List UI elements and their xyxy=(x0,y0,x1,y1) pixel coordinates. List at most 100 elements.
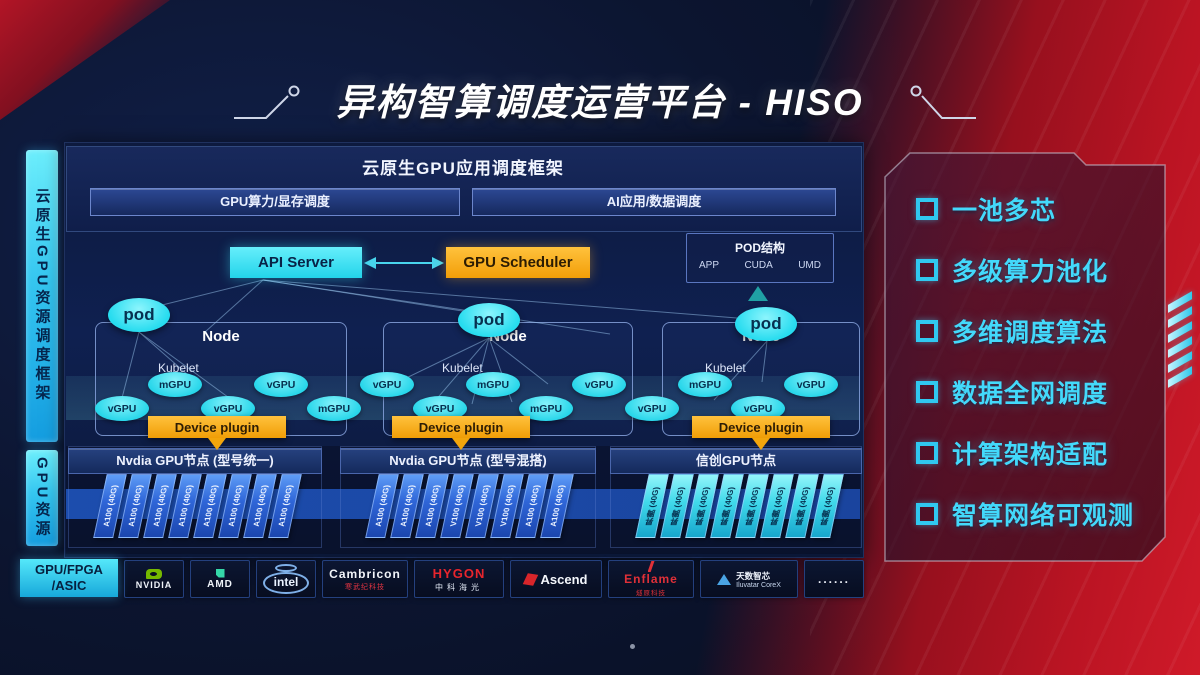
gpu-group-header-nvidia-uniform: Nvdia GPU节点 (型号统一) xyxy=(68,448,322,474)
gpu-card-label: 昇腾 (40G) xyxy=(743,486,761,526)
feature-label: 智算网络可观测 xyxy=(952,502,1135,530)
intel-oval xyxy=(275,564,297,572)
pod-item-umd: UMD xyxy=(798,260,821,271)
gpu-bubble: vGPU xyxy=(625,396,679,421)
gpu-group-outline xyxy=(610,446,862,548)
vendor-name: Ascend xyxy=(540,571,588,587)
feature-panel-frame xyxy=(884,152,1166,562)
gpu-compute-scheduling-box: GPU算力/显存调度 xyxy=(90,188,460,216)
gpu-bubble: mGPU xyxy=(307,396,361,421)
feature-item: 数据全网调度 xyxy=(916,377,1166,408)
gpu-card-label: V100 (40G) xyxy=(448,485,466,527)
vendor-nvidia: NVIDIA xyxy=(124,560,184,598)
gpu-bubble: mGPU xyxy=(148,372,202,397)
gpu-card-label: 昇腾 (40G) xyxy=(793,486,811,526)
feature-label: 计算架构适配 xyxy=(952,441,1109,469)
gpu-bubble: mGPU xyxy=(466,372,520,397)
gpu-card-label: 昇腾 (40G) xyxy=(643,486,661,526)
device-plugin-box: Device plugin xyxy=(148,416,286,438)
feature-bullet-icon xyxy=(916,259,938,281)
vendor-subtitle: 中科海光 xyxy=(435,582,483,592)
pod-bubble: pod xyxy=(735,307,797,341)
gpu-scheduler-box: GPU Scheduler xyxy=(446,247,590,278)
vendor-name: ...... xyxy=(817,572,850,586)
gpu-card-label: A100 (40G) xyxy=(373,485,391,527)
vendor-hygon: HYGON 中科海光 xyxy=(414,560,504,598)
sidebar-gpu-resource-label: GPU资源 xyxy=(26,450,58,546)
gpu-bubble: vGPU xyxy=(360,372,414,397)
gpu-card-label: A100 (40G) xyxy=(276,485,294,527)
amd-icon xyxy=(215,568,225,578)
gpu-card-label: A100 (40G) xyxy=(523,485,541,527)
gpu-card-label: A100 (40G) xyxy=(176,485,194,527)
gpu-group-outline xyxy=(68,446,322,548)
sidebar-framework-text: 云原生GPU资源调度框架 xyxy=(33,188,51,404)
footer-dot xyxy=(630,644,635,649)
gpu-group-header-nvidia-mixed: Nvdia GPU节点 (型号混搭) xyxy=(340,448,596,474)
gpu-card-label: 昇腾 (40G) xyxy=(718,486,736,526)
vendor-logo-strip: NVIDIA AMD intel Cambricon 寒武纪科技 HYGON 中科海光 Asc… xyxy=(124,560,864,598)
vendor-subtitle: Iluvatar CoreX xyxy=(736,581,781,589)
gpu-bubble: vGPU xyxy=(95,396,149,421)
feature-label: 数据全网调度 xyxy=(952,380,1109,408)
gpu-card-label: A100 (40G) xyxy=(548,485,566,527)
vendor-dots: ...... xyxy=(804,560,864,598)
gpu-card-label: A100 (40G) xyxy=(251,485,269,527)
app-framework-title: 云原生GPU应用调度框架 xyxy=(362,159,564,178)
gpu-card-label: A100 (40G) xyxy=(101,485,119,527)
page-title: 异构智算调度运营平台 - HISO xyxy=(336,82,864,123)
gpu-card-label: 昇腾 (40G) xyxy=(818,486,836,526)
gpu-card-label: 昇腾 (40G) xyxy=(693,486,711,526)
feature-item: 多维调度算法 xyxy=(916,316,1166,347)
vendor-ascend: Ascend xyxy=(510,560,602,598)
vendor-intel: intel xyxy=(256,560,316,598)
feature-label: 多级算力池化 xyxy=(952,258,1109,286)
gpu-bubble: mGPU xyxy=(678,372,732,397)
vendor-iluvatar: 天数智芯 Iluvatar CoreX xyxy=(700,560,798,598)
pod-bubble: pod xyxy=(458,303,520,337)
vendor-name: NVIDIA xyxy=(135,579,173,590)
circuit-deco-left xyxy=(234,85,300,119)
pod-item-cuda: CUDA xyxy=(744,260,773,271)
pod-up-arrow-icon xyxy=(748,286,768,301)
vendor-name: HYGON xyxy=(432,565,486,581)
sidebar-gpu-resource-text: GPU资源 xyxy=(33,456,51,540)
vendor-subtitle: 燧原科技 xyxy=(636,590,666,597)
feature-item: 计算架构适配 xyxy=(916,438,1166,469)
vendor-text-col: 天数智芯 Iluvatar CoreX xyxy=(736,570,781,589)
enflame-icon xyxy=(647,561,655,572)
feature-label: 多维调度算法 xyxy=(952,319,1109,347)
gpu-card-label: A100 (40G) xyxy=(398,485,416,527)
pod-item-app: APP xyxy=(699,260,720,271)
vendor-name: 天数智芯 xyxy=(736,570,771,581)
hardware-label-line2: /ASIC xyxy=(51,578,87,593)
feature-bullet-icon xyxy=(916,442,938,464)
feature-bullet-icon xyxy=(916,320,938,342)
sidebar-framework-label: 云原生GPU资源调度框架 xyxy=(26,150,58,442)
ascend-icon xyxy=(522,572,538,586)
vendor-name: intel xyxy=(262,572,310,594)
hazard-stripes-decoration xyxy=(1168,291,1194,388)
vendor-name: Cambricon xyxy=(329,566,401,581)
device-plugin-arrow-icon xyxy=(452,438,470,450)
vendor-name: AMD xyxy=(207,578,233,590)
ai-app-data-scheduling-box: AI应用/数据调度 xyxy=(472,188,836,216)
feature-bullet-icon xyxy=(916,503,938,525)
feature-item: 多级算力池化 xyxy=(916,255,1166,286)
gpu-card-label: 昇腾 (40G) xyxy=(768,486,786,526)
feature-panel: 一池多芯多级算力池化 多维调度算法 数据全网调度 计算架构适配 智算网络可观测 xyxy=(884,152,1166,562)
feature-item: 智算网络可观测 xyxy=(916,499,1166,530)
feature-label: 一池多芯 xyxy=(952,197,1057,225)
gpu-card-label: A100 (40G) xyxy=(226,485,244,527)
pod-structure-title: POD结构 xyxy=(734,241,785,255)
kubelet-label: Kubelet xyxy=(442,361,483,375)
device-plugin-box: Device plugin xyxy=(692,416,830,438)
pod-bubble: pod xyxy=(108,298,170,332)
gpu-bubble: vGPU xyxy=(572,372,626,397)
vendor-subtitle: 寒武纪科技 xyxy=(345,583,385,591)
gpu-bubble: vGPU xyxy=(784,372,838,397)
feature-bullet-icon xyxy=(916,198,938,220)
circuit-deco-right xyxy=(910,85,976,119)
vendor-name: Enflame xyxy=(624,572,678,586)
api-server-box: API Server xyxy=(230,247,362,278)
